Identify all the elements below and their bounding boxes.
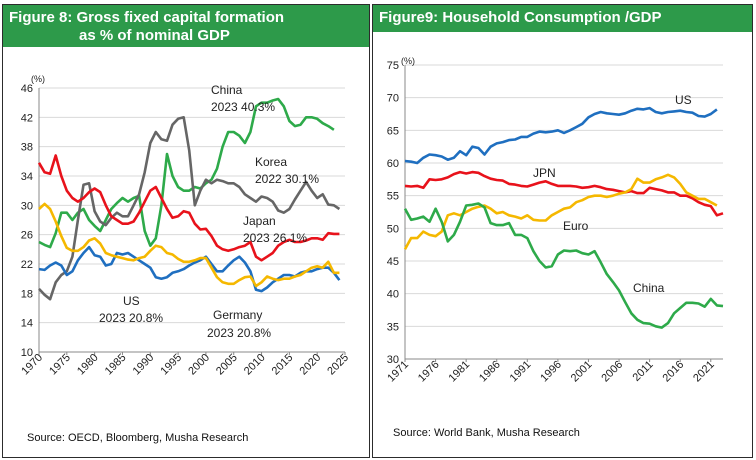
- fig8-series-germany-value-label: 2023 20.8%: [207, 326, 271, 340]
- fig8-series-japan-label: Japan: [243, 214, 276, 228]
- fig8-xtick-label: 1990: [131, 352, 157, 378]
- fig8-ytick-label: 42: [21, 112, 33, 124]
- fig8-xtick-label: 1980: [75, 352, 101, 378]
- fig9-xtick-label: 2016: [661, 359, 687, 385]
- figure9-header: Figure9: Household Consumption /GDP: [373, 5, 752, 32]
- fig9-series-china-label: China: [633, 281, 665, 295]
- fig9-ytick-label: 50: [387, 223, 399, 235]
- fig9-ytick-label: 55: [387, 191, 399, 203]
- fig8-series-china-label: China: [211, 83, 243, 97]
- fig8-xtick-label: 1975: [47, 352, 73, 378]
- figure8-title-line1: Figure 8: Gross fixed capital formation: [9, 9, 285, 26]
- fig9-xtick-label: 1991: [508, 359, 534, 385]
- fig8-ytick-label: 14: [21, 318, 33, 330]
- fig9-series-euro-label: Euro: [563, 219, 589, 233]
- fig9-xtick-label: 1976: [416, 359, 442, 385]
- fig8-series-china-line: [38, 97, 335, 249]
- fig9-ytick-label: 40: [387, 289, 399, 301]
- figure8-header: Figure 8: Gross fixed capital formation …: [3, 5, 369, 47]
- figure9-source: Source: World Bank, Musha Research: [393, 427, 580, 439]
- fig8-series-us-label: US: [123, 294, 140, 308]
- fig8-series-germany-label: Germany: [213, 308, 262, 322]
- figure8-panel: Figure 8: Gross fixed capital formation …: [2, 4, 370, 458]
- fig8-series-japan-value-label: 2023 26.1%: [243, 231, 307, 245]
- fig8-xtick-label: 2015: [270, 352, 296, 378]
- fig8-series-korea-line: [38, 116, 341, 301]
- fig9-series-euro-line: [403, 173, 718, 250]
- fig9-unit-label: (%): [401, 56, 415, 66]
- fig8-xtick-label: 1985: [103, 352, 129, 378]
- fig8-series-china-value-label: 2023 40.3%: [211, 100, 275, 114]
- fig8-unit-label: (%): [31, 74, 45, 84]
- fig8-series-us-line: [38, 245, 341, 293]
- fig9-ytick-label: 70: [387, 93, 399, 105]
- figure9-panel: Figure9: Household Consumption /GDP 30 35…: [372, 4, 753, 458]
- fig9-ytick-label: 75: [387, 60, 399, 72]
- fig9-ytick-label: 60: [387, 158, 399, 170]
- fig9-ytick-label: 35: [387, 321, 399, 333]
- fig8-series-korea-label: Korea: [255, 155, 287, 169]
- figure9-title: Figure9: Household Consumption /GDP: [379, 9, 662, 26]
- fig9-xtick-label: 2011: [631, 359, 656, 384]
- fig8-ytick-label: 46: [21, 83, 33, 95]
- fig8-xtick-label: 2005: [214, 352, 240, 378]
- fig9-ytick-label: 30: [387, 354, 399, 366]
- fig9-series-china-line: [403, 202, 724, 329]
- fig9-xtick-label: 1996: [538, 359, 564, 385]
- fig8-xtick-label: 2025: [325, 352, 351, 378]
- fig8-ytick-label: 38: [21, 142, 33, 154]
- fig9-series-us-label: US: [675, 93, 692, 107]
- fig8-xtick-label: 1995: [158, 352, 184, 378]
- fig9-xtick-label: 2001: [569, 359, 595, 385]
- fig8-ytick-label: 26: [21, 230, 33, 242]
- fig8-xtick-label: 2020: [298, 352, 324, 378]
- figure8-title-line2: as % of nominal GDP: [79, 27, 230, 44]
- fig8-series-germany-line: [38, 202, 340, 288]
- fig8-xtick-label: 2010: [242, 352, 268, 378]
- fig9-series-jpn-label: JPN: [533, 166, 556, 180]
- fig9-xtick-label: 2021: [691, 359, 717, 385]
- fig9-ytick-label: 65: [387, 125, 399, 137]
- fig9-xtick-label: 1986: [477, 359, 503, 385]
- fig8-series-japan-line: [37, 154, 340, 262]
- figure8-source: Source: OECD, Bloomberg, Musha Research: [27, 432, 249, 444]
- fig8-ytick-label: 34: [21, 171, 33, 183]
- fig8-ytick-label: 22: [21, 259, 33, 271]
- fig9-series-jpn-line: [404, 170, 724, 217]
- fig8-ytick-label: 10: [21, 347, 33, 359]
- fig8-series-us-value-label: 2023 20.8%: [99, 311, 163, 325]
- fig8-xtick-label: 2000: [186, 352, 212, 378]
- fig8-ytick-label: 30: [21, 200, 33, 212]
- fig9-ytick-label: 45: [387, 256, 399, 268]
- fig9-series-us-line: [404, 106, 718, 165]
- fig8-series-korea-value-label: 2022 30.1%: [255, 172, 319, 186]
- fig9-xtick-label: 1981: [446, 359, 472, 385]
- fig9-xtick-label: 2006: [599, 359, 625, 385]
- fig8-ytick-label: 18: [21, 288, 33, 300]
